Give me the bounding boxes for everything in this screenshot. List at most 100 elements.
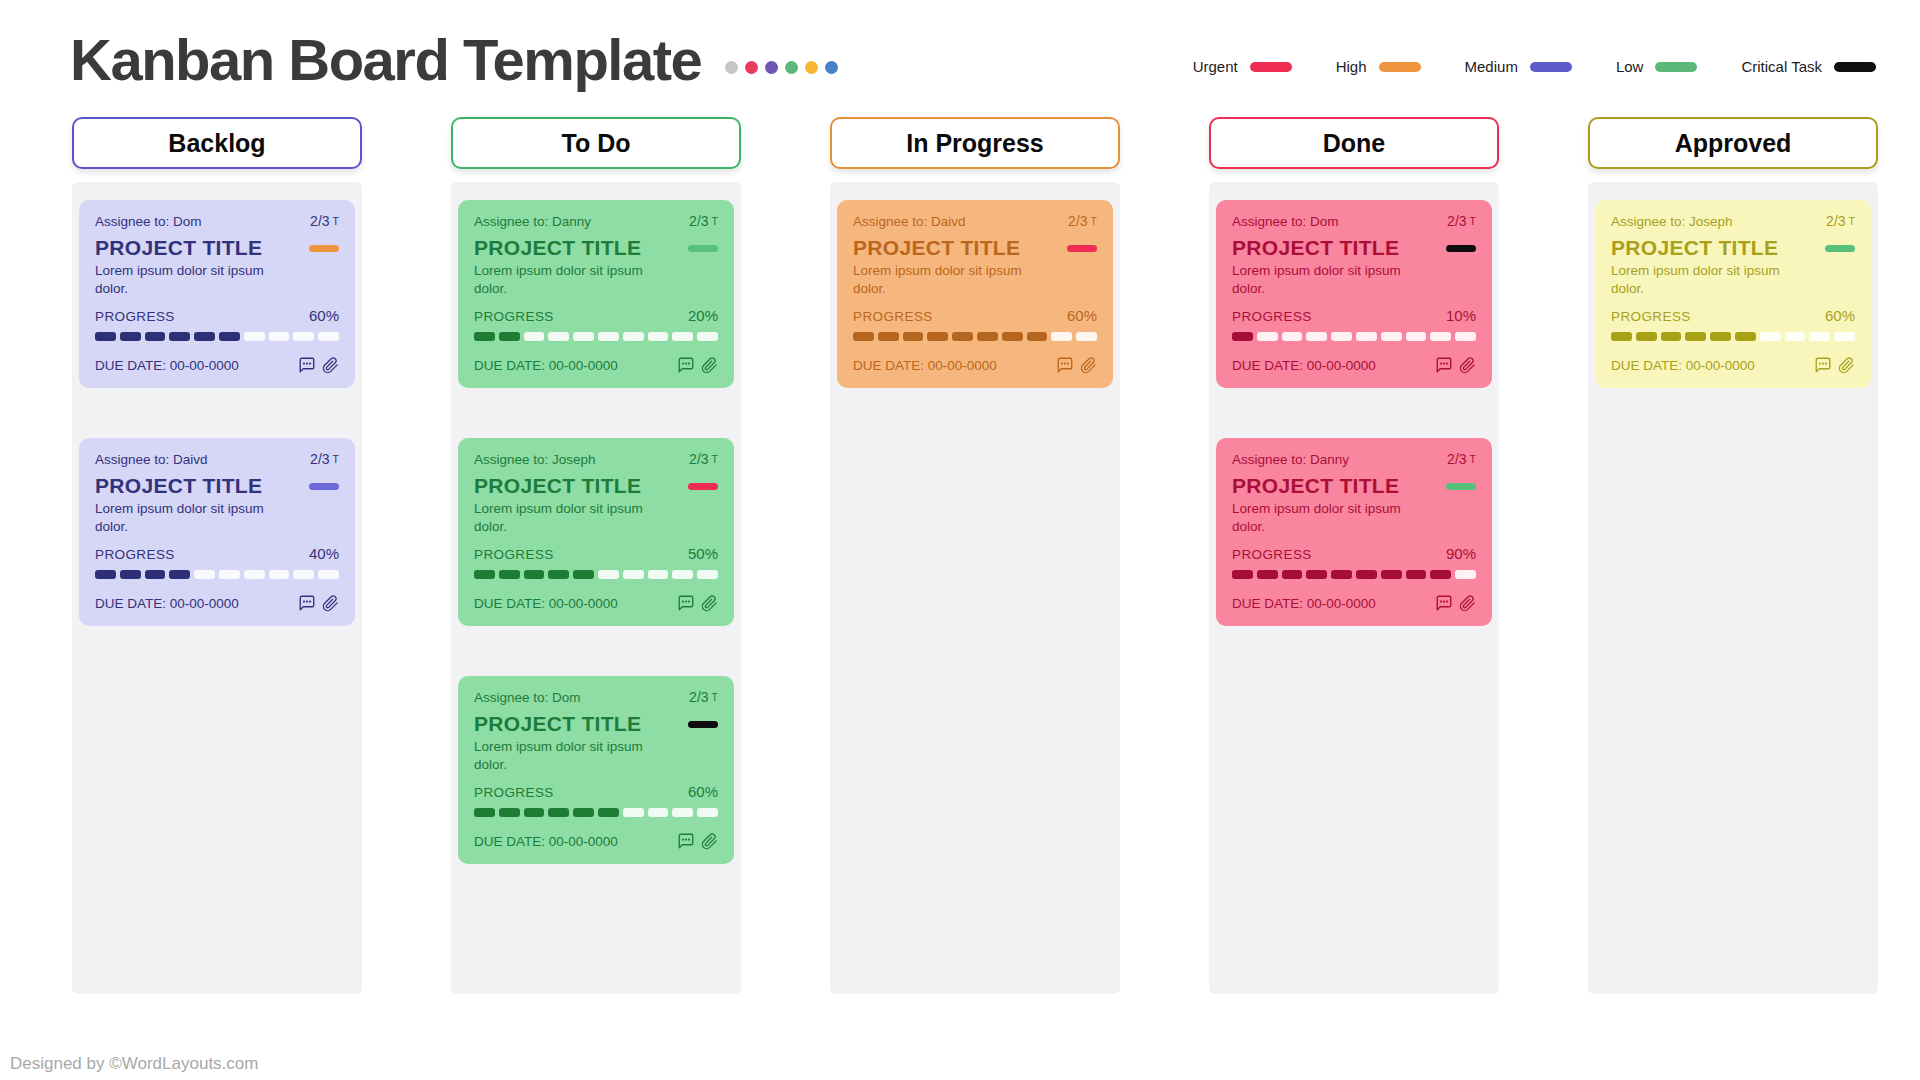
progress-segment xyxy=(1685,332,1706,341)
progress-label: PROGRESS xyxy=(853,309,933,324)
task-card[interactable]: Assignee to: Daivd 2/3T PROJECT TITLE Lo… xyxy=(837,200,1113,388)
paperclip-icon[interactable] xyxy=(701,595,718,612)
task-count: 2/3T xyxy=(689,213,718,229)
due-date-label: DUE DATE: 00-00-0000 xyxy=(474,834,618,849)
paperclip-icon[interactable] xyxy=(701,357,718,374)
kanban-board: Backlog Assignee to: Dom 2/3T PROJECT TI… xyxy=(72,117,1878,994)
progress-segment xyxy=(1760,332,1781,341)
comment-icon[interactable] xyxy=(677,832,695,850)
progress-bar xyxy=(474,570,718,579)
progress-segment xyxy=(1785,332,1806,341)
progress-segment xyxy=(120,332,141,341)
title-color-dots xyxy=(725,61,838,74)
legend-item: Urgent xyxy=(1193,58,1292,75)
progress-segment xyxy=(1331,570,1352,579)
comment-icon[interactable] xyxy=(1056,356,1074,374)
kanban-column-approved: Approved Assignee to: Joseph 2/3T PROJEC… xyxy=(1588,117,1878,994)
paperclip-icon[interactable] xyxy=(1459,357,1476,374)
progress-segment xyxy=(244,570,265,579)
progress-segment xyxy=(927,332,948,341)
column-drop-zone[interactable]: Assignee to: Dom 2/3T PROJECT TITLE Lore… xyxy=(1209,182,1499,994)
due-date-label: DUE DATE: 00-00-0000 xyxy=(853,358,997,373)
priority-pill-low xyxy=(1825,245,1855,252)
project-title: PROJECT TITLE xyxy=(95,236,262,260)
progress-segment xyxy=(1381,570,1402,579)
color-dot xyxy=(725,61,738,74)
project-title: PROJECT TITLE xyxy=(1232,236,1399,260)
task-card[interactable]: Assignee to: Daivd 2/3T PROJECT TITLE Lo… xyxy=(79,438,355,626)
progress-segment xyxy=(120,570,141,579)
column-drop-zone[interactable]: Assignee to: Dom 2/3T PROJECT TITLE Lore… xyxy=(72,182,362,994)
task-card[interactable]: Assignee to: Dom 2/3T PROJECT TITLE Lore… xyxy=(1216,200,1492,388)
progress-segment xyxy=(1051,332,1072,341)
task-count: 2/3T xyxy=(310,451,339,467)
progress-percent: 10% xyxy=(1446,307,1476,324)
column-header: Approved xyxy=(1588,117,1878,169)
comment-icon[interactable] xyxy=(677,356,695,374)
page-header: Kanban Board Template Urgent High Medium… xyxy=(0,0,1920,93)
due-date-label: DUE DATE: 00-00-0000 xyxy=(1611,358,1755,373)
project-title: PROJECT TITLE xyxy=(853,236,1020,260)
progress-segment xyxy=(672,570,693,579)
progress-segment xyxy=(318,570,339,579)
progress-segment xyxy=(697,332,718,341)
progress-bar xyxy=(1232,332,1476,341)
card-description: Lorem ipsum dolor sit ipsum dolor. xyxy=(474,500,659,535)
legend-label: Medium xyxy=(1465,58,1518,75)
progress-segment xyxy=(1710,332,1731,341)
progress-segment xyxy=(548,332,569,341)
progress-segment xyxy=(524,332,545,341)
comment-icon[interactable] xyxy=(1435,356,1453,374)
progress-segment xyxy=(1381,332,1402,341)
progress-segment xyxy=(573,332,594,341)
comment-icon[interactable] xyxy=(298,594,316,612)
paperclip-icon[interactable] xyxy=(322,357,339,374)
progress-segment xyxy=(1809,332,1830,341)
progress-segment xyxy=(1306,570,1327,579)
task-card[interactable]: Assignee to: Danny 2/3T PROJECT TITLE Lo… xyxy=(1216,438,1492,626)
project-title: PROJECT TITLE xyxy=(474,236,641,260)
comment-icon[interactable] xyxy=(1435,594,1453,612)
progress-segment xyxy=(95,570,116,579)
paperclip-icon[interactable] xyxy=(1459,595,1476,612)
legend-label: Low xyxy=(1616,58,1644,75)
legend-item: Low xyxy=(1616,58,1698,75)
comment-icon[interactable] xyxy=(677,594,695,612)
task-card[interactable]: Assignee to: Joseph 2/3T PROJECT TITLE L… xyxy=(1595,200,1871,388)
progress-segment xyxy=(648,570,669,579)
legend-swatch xyxy=(1834,62,1876,72)
progress-segment xyxy=(244,332,265,341)
project-title: PROJECT TITLE xyxy=(1611,236,1778,260)
paperclip-icon[interactable] xyxy=(1838,357,1855,374)
progress-segment xyxy=(977,332,998,341)
priority-pill-urgent xyxy=(1067,245,1097,252)
progress-percent: 60% xyxy=(1825,307,1855,324)
progress-segment xyxy=(269,570,290,579)
progress-segment xyxy=(697,808,718,817)
progress-segment xyxy=(623,808,644,817)
progress-segment xyxy=(524,808,545,817)
task-card[interactable]: Assignee to: Dom 2/3T PROJECT TITLE Lore… xyxy=(458,676,734,864)
assignee-label: Assignee to: Danny xyxy=(1232,452,1349,467)
page-title: Kanban Board Template xyxy=(70,26,701,93)
comment-icon[interactable] xyxy=(298,356,316,374)
comment-icon[interactable] xyxy=(1814,356,1832,374)
progress-segment xyxy=(697,570,718,579)
column-drop-zone[interactable]: Assignee to: Joseph 2/3T PROJECT TITLE L… xyxy=(1588,182,1878,994)
progress-label: PROGRESS xyxy=(1232,547,1312,562)
column-drop-zone[interactable]: Assignee to: Danny 2/3T PROJECT TITLE Lo… xyxy=(451,182,741,994)
task-card[interactable]: Assignee to: Joseph 2/3T PROJECT TITLE L… xyxy=(458,438,734,626)
column-drop-zone[interactable]: Assignee to: Daivd 2/3T PROJECT TITLE Lo… xyxy=(830,182,1120,994)
assignee-label: Assignee to: Joseph xyxy=(1611,214,1733,229)
progress-segment xyxy=(1636,332,1657,341)
color-dot xyxy=(745,61,758,74)
paperclip-icon[interactable] xyxy=(701,833,718,850)
progress-segment xyxy=(169,332,190,341)
legend-label: Urgent xyxy=(1193,58,1238,75)
progress-segment xyxy=(293,570,314,579)
task-card[interactable]: Assignee to: Dom 2/3T PROJECT TITLE Lore… xyxy=(79,200,355,388)
paperclip-icon[interactable] xyxy=(322,595,339,612)
paperclip-icon[interactable] xyxy=(1080,357,1097,374)
task-card[interactable]: Assignee to: Danny 2/3T PROJECT TITLE Lo… xyxy=(458,200,734,388)
legend-swatch xyxy=(1655,62,1697,72)
